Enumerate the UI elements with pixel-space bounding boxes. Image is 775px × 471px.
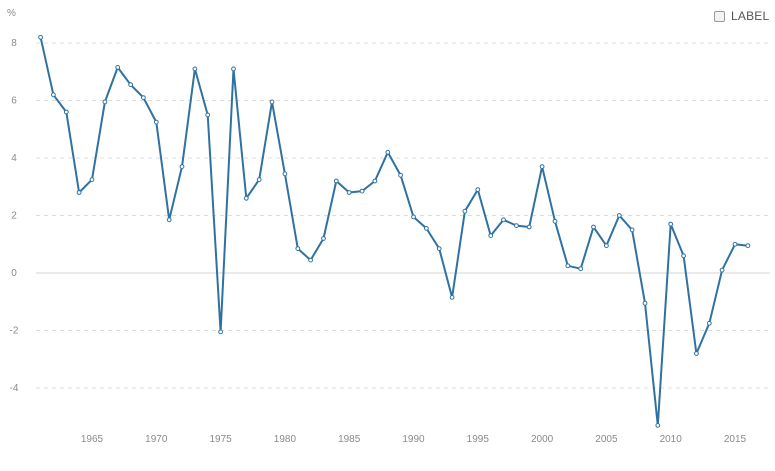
data-point[interactable]: 1965: 3.25 [89, 177, 95, 183]
data-point[interactable]: 1974: 5.5 [205, 112, 211, 118]
data-point[interactable]: 1967: 7.15 [115, 65, 121, 70]
x-tick-label: 1965 [81, 434, 104, 445]
y-tick-label: -2 [10, 326, 19, 337]
data-point[interactable]: 1963: 5.6 [63, 109, 69, 115]
y-tick-label: -4 [10, 383, 19, 394]
data-point[interactable]: 1994: 2.15 [462, 208, 468, 214]
data-point[interactable]: 2008: -1.05 [642, 300, 648, 306]
data-point[interactable]: 1969: 6.1 [141, 95, 146, 100]
data-point[interactable]: 2001: 1.8 [552, 218, 558, 224]
data-point[interactable]: 1986: 2.85 [359, 188, 365, 194]
data-point[interactable]: 2011: 0.6 [681, 253, 686, 259]
data-point[interactable]: 2002: 0.25 [565, 263, 571, 269]
data-point[interactable]: 2009: -5.3 [655, 423, 661, 428]
data-point[interactable]: 1961: 8.2 [38, 34, 43, 40]
data-point[interactable]: 1984: 3.2 [333, 178, 339, 184]
legend-toggle[interactable]: LABEL [714, 9, 769, 23]
data-point[interactable]: 1993: -0.85 [449, 295, 455, 300]
data-point[interactable]: 1972: 3.7 [179, 164, 185, 170]
data-point[interactable]: 1966: 5.95 [102, 99, 108, 105]
x-tick-label: 1985 [338, 434, 361, 445]
data-point[interactable]: 1998: 1.65 [514, 223, 519, 229]
data-point[interactable]: 2007: 1.5 [629, 227, 635, 233]
data-point[interactable]: 1992: 0.85 [436, 246, 442, 252]
data-point[interactable]: 1981: 0.85 [295, 246, 301, 252]
data-point[interactable]: 1991: 1.55 [424, 226, 429, 231]
series-line [39, 36, 749, 427]
y-tick-label: 6 [11, 96, 17, 107]
data-point[interactable]: 2014: 0.1 [719, 267, 725, 273]
data-point[interactable]: 2012: -2.8 [694, 351, 699, 356]
data-point[interactable]: 2004: 1.6 [591, 224, 596, 230]
legend-checkbox[interactable] [714, 10, 725, 22]
x-tick-label: 2005 [595, 434, 618, 445]
data-point[interactable]: 1964: 2.8 [76, 190, 82, 195]
grid-lines [36, 42, 770, 389]
y-tick-label: 2 [11, 211, 17, 222]
x-tick-label: 1980 [274, 434, 297, 445]
data-point[interactable]: 2015: 1 [732, 241, 738, 247]
x-tick-label: 1975 [209, 434, 232, 445]
data-point[interactable]: 1997: 1.85 [501, 217, 506, 223]
y-tick-label: 8 [11, 38, 17, 49]
x-tick-label: 1995 [467, 434, 490, 445]
data-point[interactable]: 1989: 3.4 [398, 172, 404, 178]
x-tick-label: 2015 [724, 434, 747, 445]
y-axis-unit-label: % [7, 8, 16, 19]
x-tick-label: 1970 [145, 434, 168, 445]
data-point[interactable]: 2000: 3.7 [539, 164, 545, 170]
x-tick-label: 2000 [531, 434, 554, 445]
data-point[interactable]: 2013: -1.75 [706, 320, 712, 326]
x-axis-ticks: 1965 1970 1975 1980 1985 1990 1995 2000 2005 2010… [81, 434, 747, 445]
data-point[interactable]: 1983: 1.2 [321, 236, 326, 241]
data-point[interactable]: 2005: 0.95 [604, 243, 609, 249]
y-tick-label: 4 [11, 153, 17, 164]
data-point[interactable]: 1988: 4.2 [385, 149, 391, 155]
data-point[interactable]: 1978: 3.25 [256, 177, 262, 183]
data-point[interactable]: 1980: 3.45 [282, 171, 288, 177]
data-point[interactable]: 2010: 1.7 [668, 221, 674, 227]
data-point[interactable]: 1970: 5.25 [153, 119, 159, 125]
data-point[interactable]: 1979: 5.95 [269, 99, 275, 105]
data-point[interactable]: 2006: 2 [616, 213, 622, 218]
data-point[interactable]: 1976: 7.1 [231, 66, 236, 72]
data-point[interactable]: 1982: 0.45 [308, 257, 314, 263]
data-point[interactable]: 2016: 0.95 [745, 243, 751, 249]
series-layer: 1961: 8.2 1962: 6.2 1963: 5.6 1964: 2.8 1965… [38, 34, 751, 428]
data-point[interactable]: 1973: 7.1 [192, 66, 198, 72]
data-point[interactable]: 2003: 0.15 [578, 266, 584, 272]
x-tick-label: 1990 [402, 434, 425, 445]
data-point[interactable]: 1971: 1.85 [166, 217, 172, 223]
y-axis-ticks: -4 -2 0 2 4 6 8 [10, 38, 19, 394]
data-point[interactable]: 1987: 3.2 [372, 178, 378, 184]
data-point[interactable]: 1990: 1.95 [411, 214, 416, 220]
data-point[interactable]: 1999: 1.6 [526, 224, 532, 230]
data-point[interactable]: 1985: 2.8 [346, 190, 352, 195]
data-point[interactable]: 1995: 2.9 [475, 187, 481, 193]
y-tick-label: 0 [11, 268, 17, 279]
data-point[interactable]: 1962: 6.2 [51, 92, 56, 98]
x-tick-label: 2010 [660, 434, 683, 445]
data-point[interactable]: 1975: -2.05 [218, 329, 224, 335]
data-point[interactable]: 1977: 2.6 [243, 195, 249, 201]
data-point[interactable]: 1968: 6.55 [128, 82, 134, 88]
data-point[interactable]: 1996: 1.3 [488, 233, 494, 239]
legend-label: LABEL [731, 9, 770, 23]
